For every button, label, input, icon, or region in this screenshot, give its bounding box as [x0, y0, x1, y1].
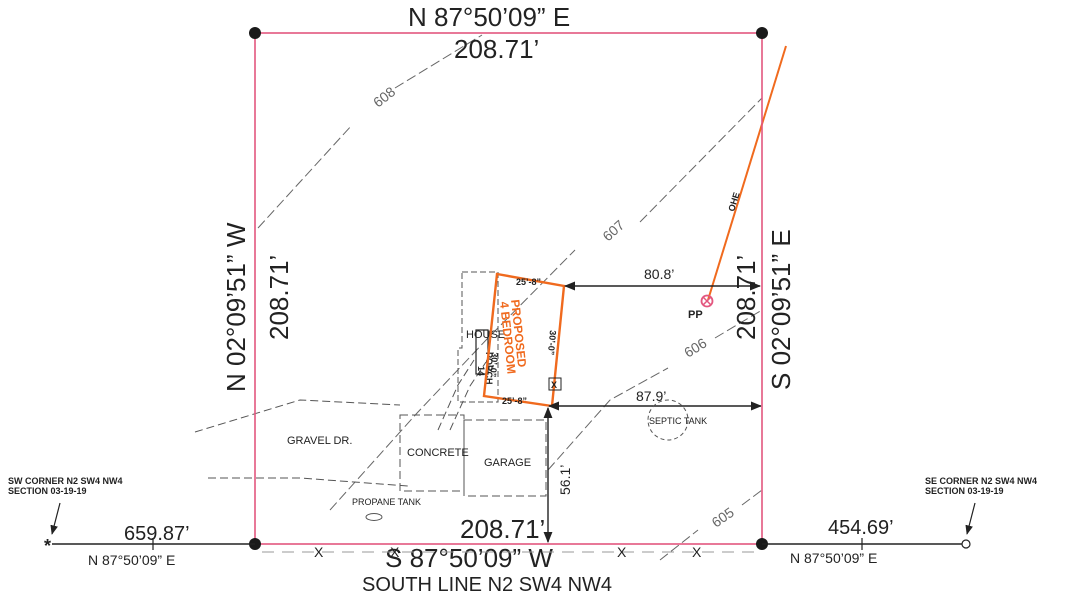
fence-mark-2: X [390, 544, 400, 560]
south-line-label: SOUTH LINE N2 SW4 NW4 [362, 574, 612, 596]
se-corner-section: SECTION 03-19-19 [925, 486, 1004, 496]
corner-nw [249, 27, 261, 39]
north-distance: 208.71’ [454, 34, 539, 64]
window-mark: X [551, 380, 557, 390]
overhead-label: OHE [726, 191, 741, 213]
house-outline [457, 271, 499, 403]
setback-80-label: 80.8’ [644, 266, 674, 282]
se-corner-title: SE CORNER N2 SW4 NW4 [925, 476, 1037, 486]
contour-605 [659, 489, 763, 561]
sw-corner-distance: 659.87’ [124, 523, 190, 545]
overhead-electric-line [707, 45, 787, 301]
sw-corner-pointer [50, 502, 61, 535]
south-distance: 208.71’ [460, 514, 545, 544]
sw-corner-title: SW CORNER N2 SW4 NW4 [8, 476, 123, 486]
sw-corner-marker: * [44, 536, 51, 556]
contour-label-608: 608 [370, 83, 398, 110]
house-label: HOUSE [466, 329, 505, 341]
fence-mark-3: X [617, 544, 627, 560]
contour-606 [547, 309, 763, 471]
east-bearing: S 02°09’51” E [766, 229, 796, 390]
north-bearing: N 87°50’09” E [408, 2, 570, 32]
contour-lines [257, 34, 763, 561]
septic-tank-circle [647, 399, 689, 441]
dim-left: 30’-0” [488, 352, 500, 378]
corner-ne [756, 27, 768, 39]
sw-corner-bearing: N 87°50’09” E [88, 552, 175, 568]
walkway [437, 359, 487, 431]
propane-tank-label: PROPANE TANK [352, 497, 421, 507]
se-corner-bearing: N 87°50’09” E [790, 550, 877, 566]
setback-87-label: 87.9’ [636, 388, 666, 404]
contour-label-607: 607 [599, 217, 627, 245]
concrete-label: CONCRETE [407, 447, 469, 459]
east-distance: 208.71’ [731, 255, 761, 340]
propane-tank-icon [365, 513, 383, 521]
septic-tank-label: SEPTIC TANK [649, 416, 707, 426]
se-corner-pointer [965, 502, 976, 535]
south-bearing: S 87°50’09” W [385, 543, 553, 573]
contour-label-606: 606 [681, 334, 709, 360]
gravel-drive-outline [194, 399, 409, 487]
se-corner-marker [961, 539, 971, 549]
porch-marks: 14 [476, 366, 486, 376]
dim-right: 30’-0” [546, 330, 558, 356]
porch-label: PORCH [484, 352, 494, 385]
se-corner-distance: 454.69’ [828, 517, 894, 539]
fence-mark-4: X [692, 544, 702, 560]
power-pole-label: PP [688, 309, 703, 321]
window-mark-box [548, 377, 562, 391]
garage-label: GARAGE [484, 457, 531, 469]
west-bearing: N 02°09’51” W [221, 222, 251, 392]
property-boundary [254, 32, 763, 545]
dim-top: 25’-8” [516, 277, 541, 287]
contour-label-605: 605 [709, 504, 737, 531]
setback-56-label: 56.1’ [557, 465, 573, 495]
fence-mark-1: X [314, 544, 324, 560]
gravel-drive-label: GRAVEL DR. [287, 435, 352, 447]
sw-corner-section: SECTION 03-19-19 [8, 486, 87, 496]
contour-607 [329, 97, 763, 511]
west-distance: 208.71’ [264, 255, 294, 340]
power-pole-icon [700, 294, 714, 308]
dim-bottom: 25’-8” [502, 396, 527, 406]
contour-608 [257, 34, 483, 229]
